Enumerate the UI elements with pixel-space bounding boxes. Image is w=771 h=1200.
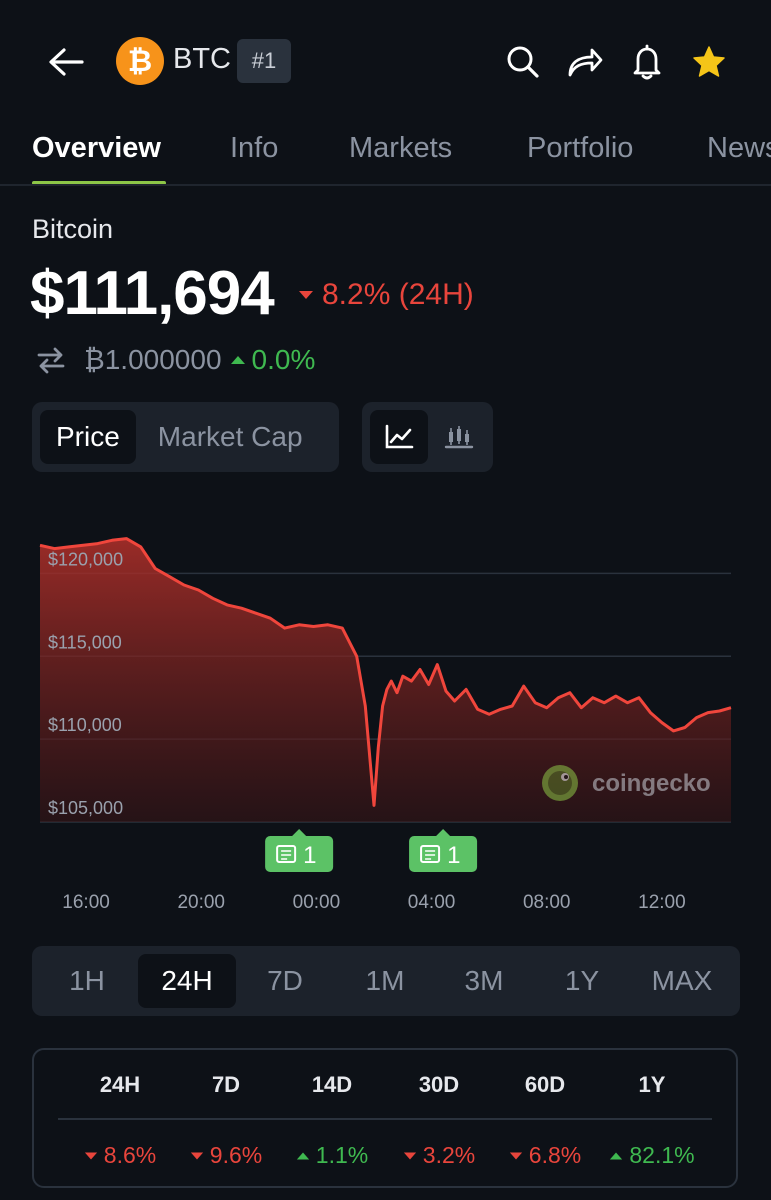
perf-value-text: 82.1% bbox=[629, 1142, 695, 1168]
perf-divider bbox=[58, 1118, 712, 1120]
tab-portfolio[interactable]: Portfolio bbox=[527, 132, 634, 164]
market-cap-toggle-button[interactable]: Market Cap bbox=[157, 421, 303, 452]
back-button[interactable] bbox=[44, 40, 88, 84]
chart-metric-toggle: Price Market Cap bbox=[32, 402, 339, 472]
x-tick-label: 20:00 bbox=[177, 892, 225, 913]
perf-value-text: 8.6% bbox=[103, 1142, 157, 1168]
bitcoin-logo-icon: ₿ bbox=[116, 37, 164, 85]
perf-value-1y: 82.1% bbox=[597, 1142, 707, 1169]
time-range-selector: 1H 24H 7D 1M 3M 1Y MAX bbox=[32, 946, 740, 1016]
perf-header-60d: 60D bbox=[524, 1072, 566, 1097]
line-chart-icon bbox=[385, 424, 414, 449]
tab-news[interactable]: News bbox=[707, 132, 771, 164]
star-icon bbox=[693, 46, 725, 77]
btc-value: ₿1.000000 bbox=[84, 344, 222, 375]
y-tick-label: $105,000 bbox=[48, 798, 123, 818]
candlestick-chart-icon bbox=[444, 426, 474, 449]
rank-badge: #1 bbox=[237, 39, 291, 83]
line-chart-button[interactable] bbox=[370, 410, 428, 464]
news-marker[interactable]: 1 bbox=[265, 829, 334, 872]
header: ₿ BTC #1 bbox=[0, 0, 771, 120]
perf-header-30d: 30D bbox=[418, 1072, 460, 1097]
candlestick-chart-button[interactable] bbox=[434, 410, 484, 464]
watermark-text: coingecko bbox=[592, 770, 711, 797]
swap-icon bbox=[37, 347, 65, 374]
x-tick-label: 08:00 bbox=[523, 892, 571, 913]
chart-type-toggle bbox=[362, 402, 493, 472]
caret-down-icon bbox=[190, 1152, 203, 1159]
perf-value-7d: 9.6% bbox=[171, 1142, 281, 1169]
caret-down-icon bbox=[403, 1152, 416, 1159]
news-marker-count: 1 bbox=[303, 842, 316, 869]
range-1m-button[interactable]: 1M bbox=[365, 965, 405, 996]
tab-info[interactable]: Info bbox=[230, 132, 279, 164]
range-24h-button[interactable]: 24H bbox=[138, 954, 236, 1008]
share-icon bbox=[568, 48, 603, 77]
news-marker[interactable]: 1 bbox=[409, 829, 478, 872]
search-icon bbox=[507, 46, 539, 78]
favorite-button[interactable] bbox=[687, 40, 731, 84]
range-1y-button[interactable]: 1Y bbox=[564, 965, 600, 996]
range-7d-button[interactable]: 7D bbox=[267, 965, 303, 996]
perf-value-text: 3.2% bbox=[422, 1142, 476, 1168]
range-3m-button[interactable]: 3M bbox=[464, 965, 504, 996]
news-marker-count: 1 bbox=[447, 842, 460, 869]
search-button[interactable] bbox=[501, 40, 545, 84]
caret-up-icon bbox=[610, 1152, 623, 1159]
x-tick-label: 04:00 bbox=[408, 892, 456, 913]
active-tab-indicator bbox=[32, 181, 166, 184]
alert-button[interactable] bbox=[625, 40, 669, 84]
tab-markets[interactable]: Markets bbox=[349, 132, 453, 164]
coin-symbol: BTC bbox=[173, 43, 231, 75]
btc-conversion-row: ₿1.000000 0.0% bbox=[36, 342, 315, 378]
range-max-button[interactable]: MAX bbox=[651, 965, 713, 996]
perf-header-14d: 14D bbox=[311, 1072, 353, 1097]
perf-value-14d: 1.1% bbox=[277, 1142, 387, 1169]
btc-change-text: 0.0% bbox=[251, 344, 316, 375]
perf-value-30d: 3.2% bbox=[384, 1142, 494, 1169]
perf-header-7d: 7D bbox=[211, 1072, 241, 1097]
x-tick-label: 00:00 bbox=[293, 892, 341, 913]
newspaper-icon bbox=[276, 845, 297, 863]
bell-icon bbox=[633, 44, 661, 80]
current-price: $111,694 bbox=[30, 259, 275, 328]
price-area-fill bbox=[40, 538, 731, 822]
caret-down-icon bbox=[509, 1152, 522, 1159]
newspaper-icon bbox=[420, 845, 441, 863]
caret-down-icon bbox=[84, 1152, 97, 1159]
caret-up-icon bbox=[230, 356, 245, 364]
y-tick-label: $120,000 bbox=[48, 549, 123, 569]
share-button[interactable] bbox=[563, 40, 607, 84]
perf-header-24h: 24H bbox=[99, 1072, 141, 1097]
perf-value-text: 9.6% bbox=[209, 1142, 263, 1168]
coingecko-watermark: coingecko bbox=[542, 765, 711, 801]
price-change-24h: 8.2% (24H) bbox=[298, 278, 474, 312]
y-tick-label: $115,000 bbox=[48, 632, 122, 652]
coin-logo-glyph: ₿ bbox=[127, 43, 153, 79]
price-chart[interactable]: $120,000 $115,000 $110,000 $105,000 coingec… bbox=[0, 520, 771, 920]
perf-value-text: 6.8% bbox=[528, 1142, 582, 1168]
perf-header-1y: 1Y bbox=[638, 1072, 666, 1097]
price-toggle-button[interactable]: Price bbox=[40, 410, 136, 464]
price-line bbox=[39, 537, 732, 807]
tab-overview[interactable]: Overview bbox=[32, 132, 161, 164]
arrow-left-icon bbox=[49, 48, 84, 76]
range-1h-button[interactable]: 1H bbox=[69, 965, 105, 996]
price-change-24h-text: 8.2% (24H) bbox=[322, 278, 474, 311]
x-tick-label: 12:00 bbox=[638, 892, 686, 913]
btc-change: 0.0% bbox=[230, 344, 316, 376]
perf-value-24h: 8.6% bbox=[65, 1142, 175, 1169]
performance-table: 24H 7D 14D 30D 60D 1Y 8.6% 9.6% 1.1% 3.2% 6.… bbox=[32, 1048, 738, 1188]
y-tick-label: $110,000 bbox=[48, 715, 122, 735]
caret-down-icon bbox=[299, 291, 313, 299]
tab-bar: Overview Info Markets Portfolio News bbox=[0, 120, 771, 186]
coin-name: Bitcoin bbox=[32, 214, 114, 244]
perf-value-60d: 6.8% bbox=[490, 1142, 600, 1169]
perf-value-text: 1.1% bbox=[315, 1142, 369, 1168]
caret-up-icon bbox=[296, 1152, 309, 1159]
x-tick-label: 16:00 bbox=[62, 892, 110, 913]
